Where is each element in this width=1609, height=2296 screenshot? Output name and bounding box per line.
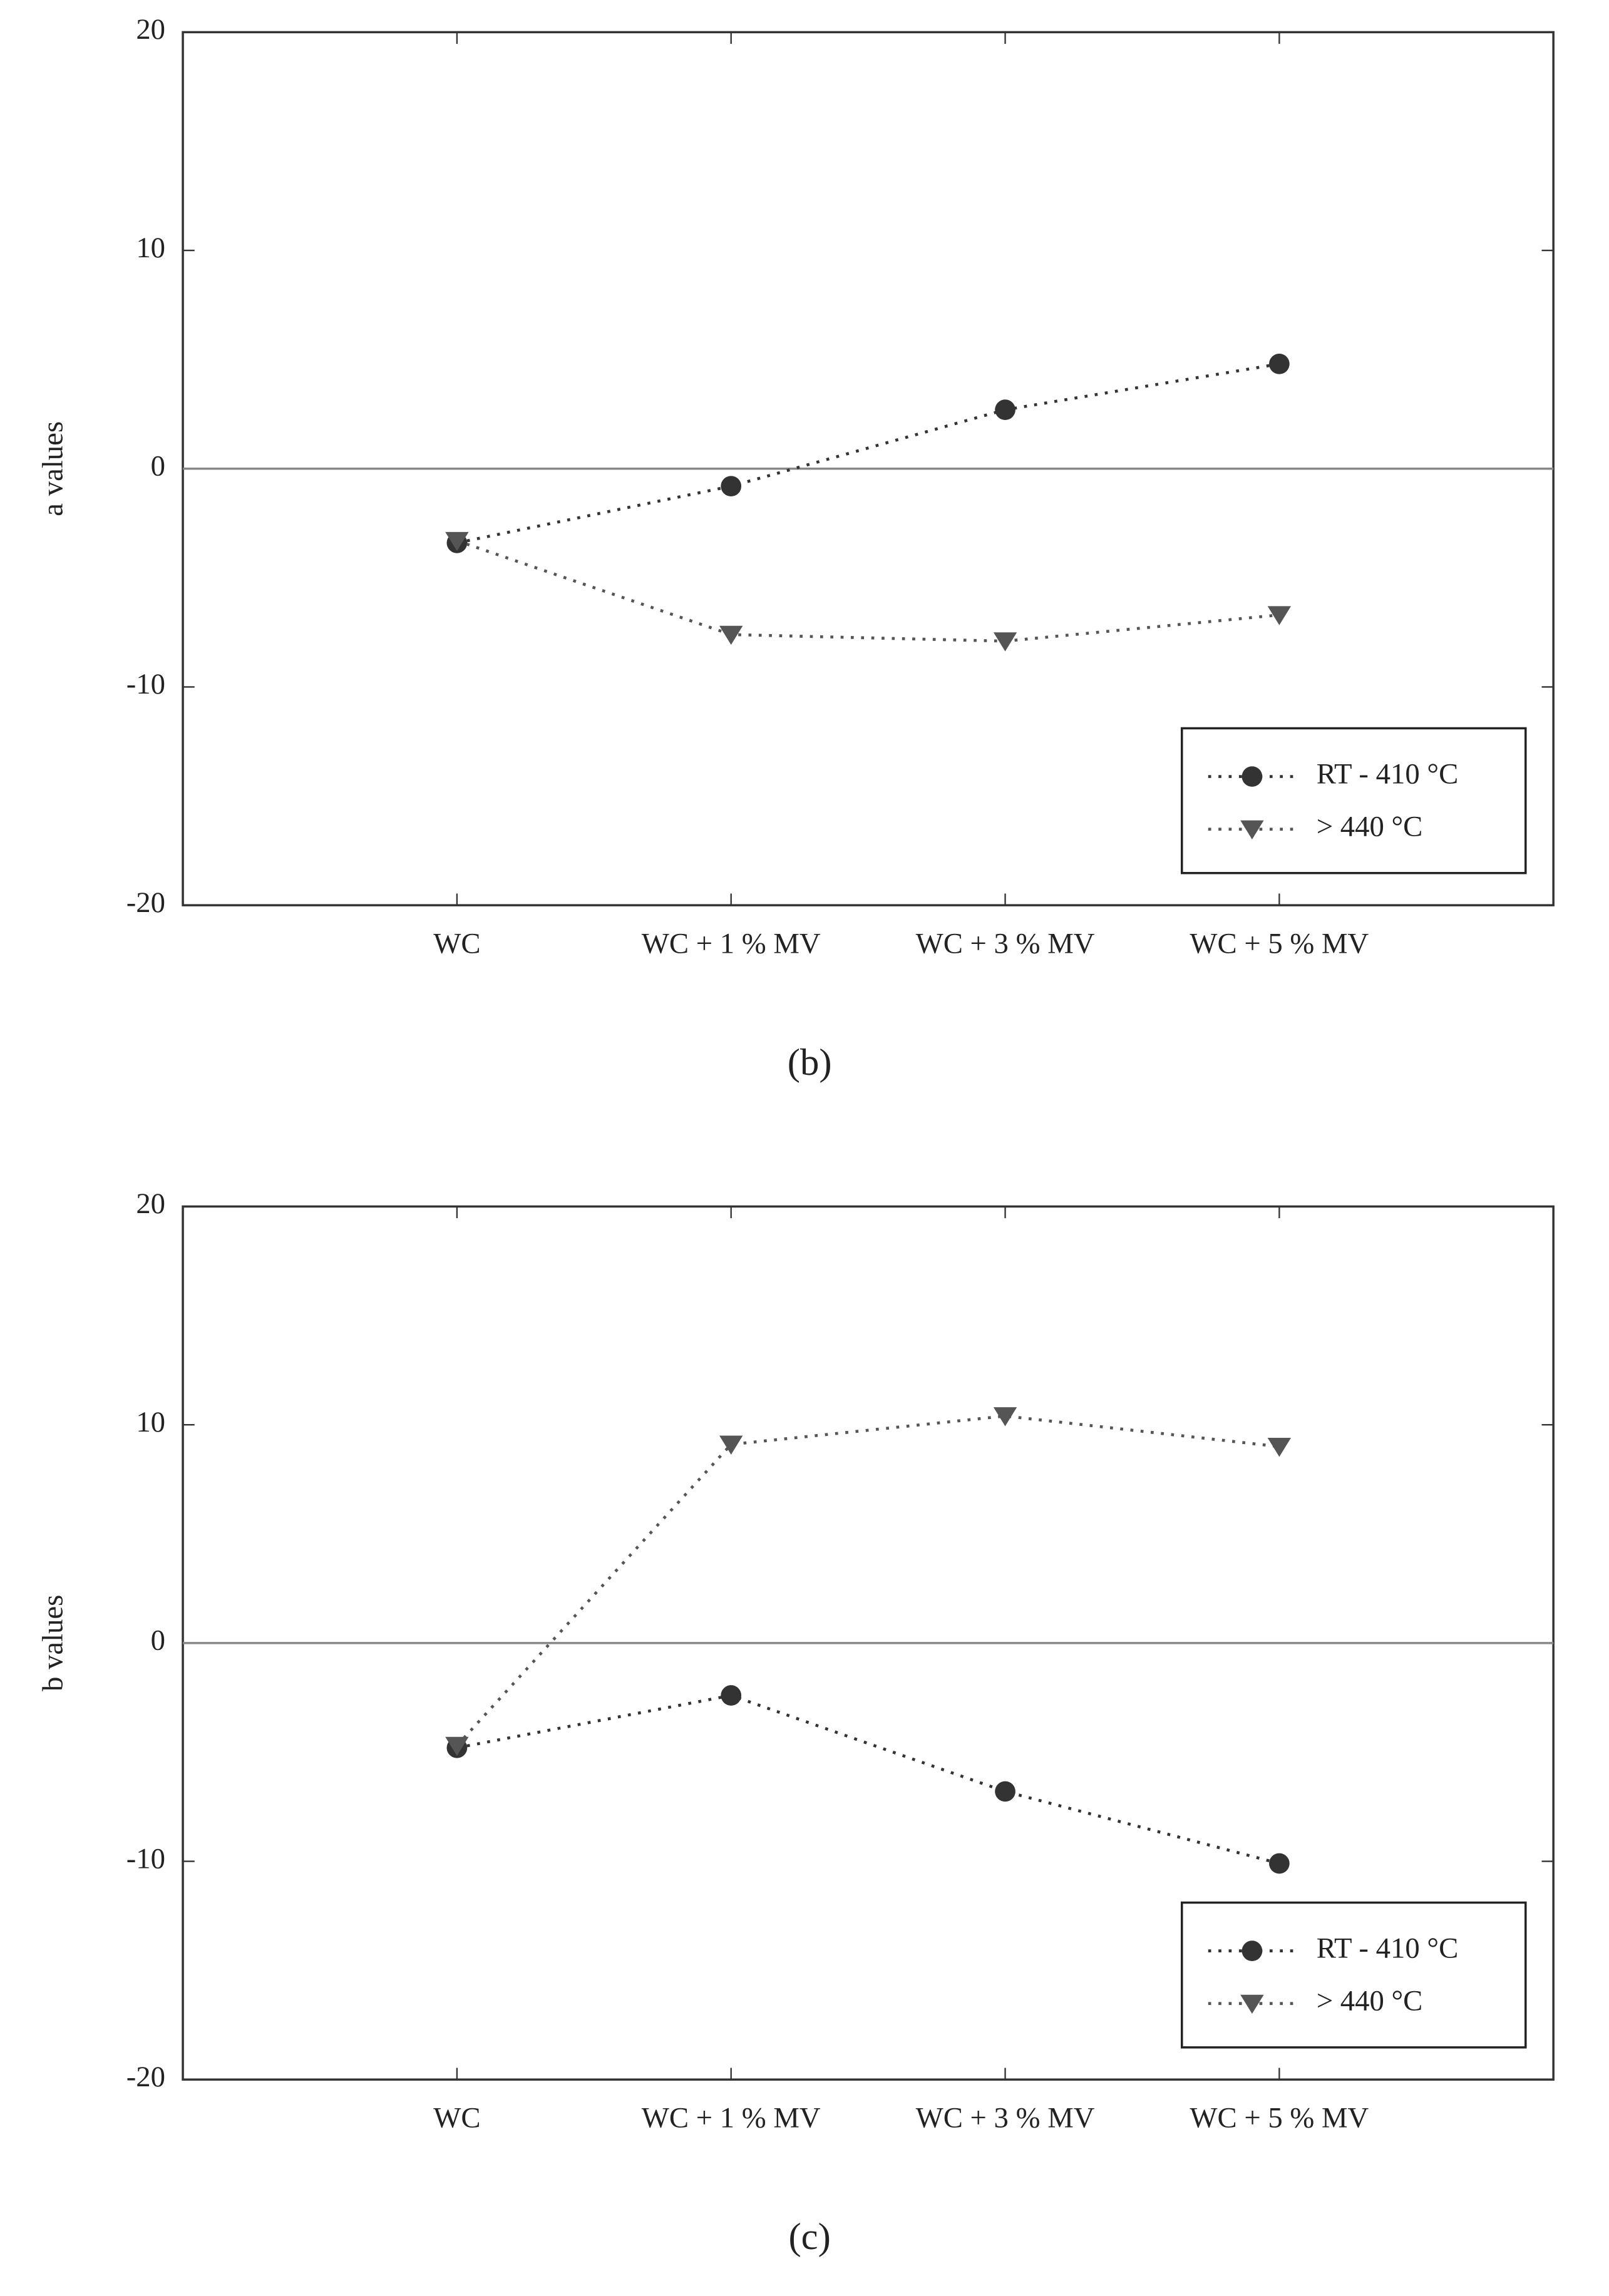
y-tick-label: 0 <box>151 1624 165 1657</box>
point <box>1269 354 1290 374</box>
point <box>993 1407 1017 1427</box>
y-tick-label: 20 <box>136 1187 165 1220</box>
point <box>1269 1853 1290 1874</box>
caption: (c) <box>788 2216 830 2258</box>
caption: (b) <box>788 1042 832 1084</box>
x-tick-label: WC <box>433 2101 480 2134</box>
point <box>993 632 1017 652</box>
legend-marker <box>1241 1940 1263 1961</box>
legend-box <box>1181 1901 1527 2049</box>
y-tick-label: -20 <box>126 886 165 919</box>
point <box>995 1781 1015 1802</box>
point <box>721 1685 742 1706</box>
x-tick-label: WC + 3 % MV <box>916 2101 1095 2134</box>
x-tick-label: WC + 3 % MV <box>916 927 1095 960</box>
legend-label: RT - 410 °C <box>1317 1932 1459 1964</box>
point <box>445 531 469 551</box>
point <box>445 1736 469 1756</box>
y-tick-label: 10 <box>136 232 165 264</box>
y-tick-label: -10 <box>126 1842 165 1875</box>
legend-marker <box>1240 1994 1264 2014</box>
x-tick-label: WC + 1 % MV <box>642 2101 821 2134</box>
legend-box <box>1181 727 1527 874</box>
series-line <box>456 1694 1280 1865</box>
point <box>995 399 1015 420</box>
legend-label: > 440 °C <box>1317 810 1423 843</box>
point <box>1267 1437 1292 1457</box>
x-tick-label: WC + 5 % MV <box>1190 927 1369 960</box>
y-axis-label: a values <box>37 421 69 516</box>
series-line <box>456 362 1280 545</box>
point <box>1267 606 1292 625</box>
x-tick-label: WC + 5 % MV <box>1190 2101 1369 2134</box>
y-tick-label: -10 <box>126 668 165 700</box>
legend-marker <box>1241 766 1263 787</box>
y-tick-label: -20 <box>126 2061 165 2093</box>
legend-marker <box>1240 820 1264 840</box>
point <box>721 476 742 497</box>
point <box>719 625 743 645</box>
legend-label: > 440 °C <box>1317 1984 1423 2017</box>
series-line <box>456 1414 1280 1747</box>
y-tick-label: 20 <box>136 13 165 46</box>
legend-label: RT - 410 °C <box>1317 757 1459 790</box>
point <box>719 1435 743 1455</box>
x-tick-label: WC + 1 % MV <box>642 927 821 960</box>
series-line <box>456 539 1280 643</box>
x-tick-label: WC <box>433 927 480 960</box>
y-axis-label: b values <box>37 1595 69 1691</box>
y-tick-label: 10 <box>136 1406 165 1438</box>
y-tick-label: 0 <box>151 450 165 483</box>
